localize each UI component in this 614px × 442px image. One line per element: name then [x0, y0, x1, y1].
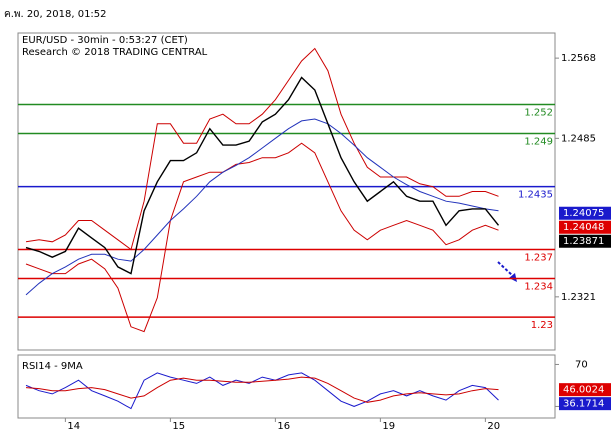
y-tick-label: 1.2568: [561, 53, 596, 64]
price-line: [25, 47, 499, 251]
price-tag: [559, 206, 611, 220]
y-tick-label: 1.2321: [561, 292, 596, 303]
chart-title: EUR/USD - 30min - 0:53:27 (CET): [22, 35, 188, 46]
y-tick-label: 1.2485: [561, 133, 596, 144]
level-label: 1.23: [531, 320, 553, 331]
forecast-arrow: [497, 261, 514, 277]
price-tag-label: 46.0024: [563, 385, 604, 396]
level-label: 1.234: [524, 281, 553, 292]
arrow-head: [509, 273, 517, 282]
rsi-tick-label: 70: [575, 359, 588, 370]
x-tick-label: 19: [382, 421, 395, 432]
x-tick-label: 16: [277, 421, 290, 432]
rsi-line: [25, 376, 499, 403]
price-tag-label: 1.24048: [563, 222, 604, 233]
level-label: 1.252: [524, 108, 553, 119]
price-tag: [559, 220, 611, 234]
price-tag-label: 36.1714: [563, 399, 604, 410]
rsi-line: [25, 372, 499, 410]
x-tick-label: 15: [172, 421, 185, 432]
level-label: 1.249: [524, 137, 553, 148]
plot-frame: [17, 32, 556, 351]
rsi-frame: [17, 354, 556, 419]
price-tag: [559, 234, 611, 248]
rsi-label: RSI14 - 9MA: [22, 361, 83, 372]
price-tag: [559, 383, 611, 397]
price-line: [25, 76, 500, 275]
price-tag-label: 1.24075: [563, 208, 604, 219]
x-tick-label: 14: [67, 421, 80, 432]
price-tag-label: 1.23871: [563, 236, 604, 247]
price-line: [25, 142, 499, 333]
x-tick-label: 20: [487, 421, 500, 432]
price-tag: [559, 397, 611, 411]
level-label: 1.2435: [518, 190, 553, 201]
header: ค.พ. 20, 2018, 01:52: [4, 9, 107, 20]
chart-subtitle: Research © 2018 TRADING CENTRAL: [22, 47, 208, 58]
level-label: 1.237: [524, 252, 553, 263]
price-line: [25, 118, 499, 296]
